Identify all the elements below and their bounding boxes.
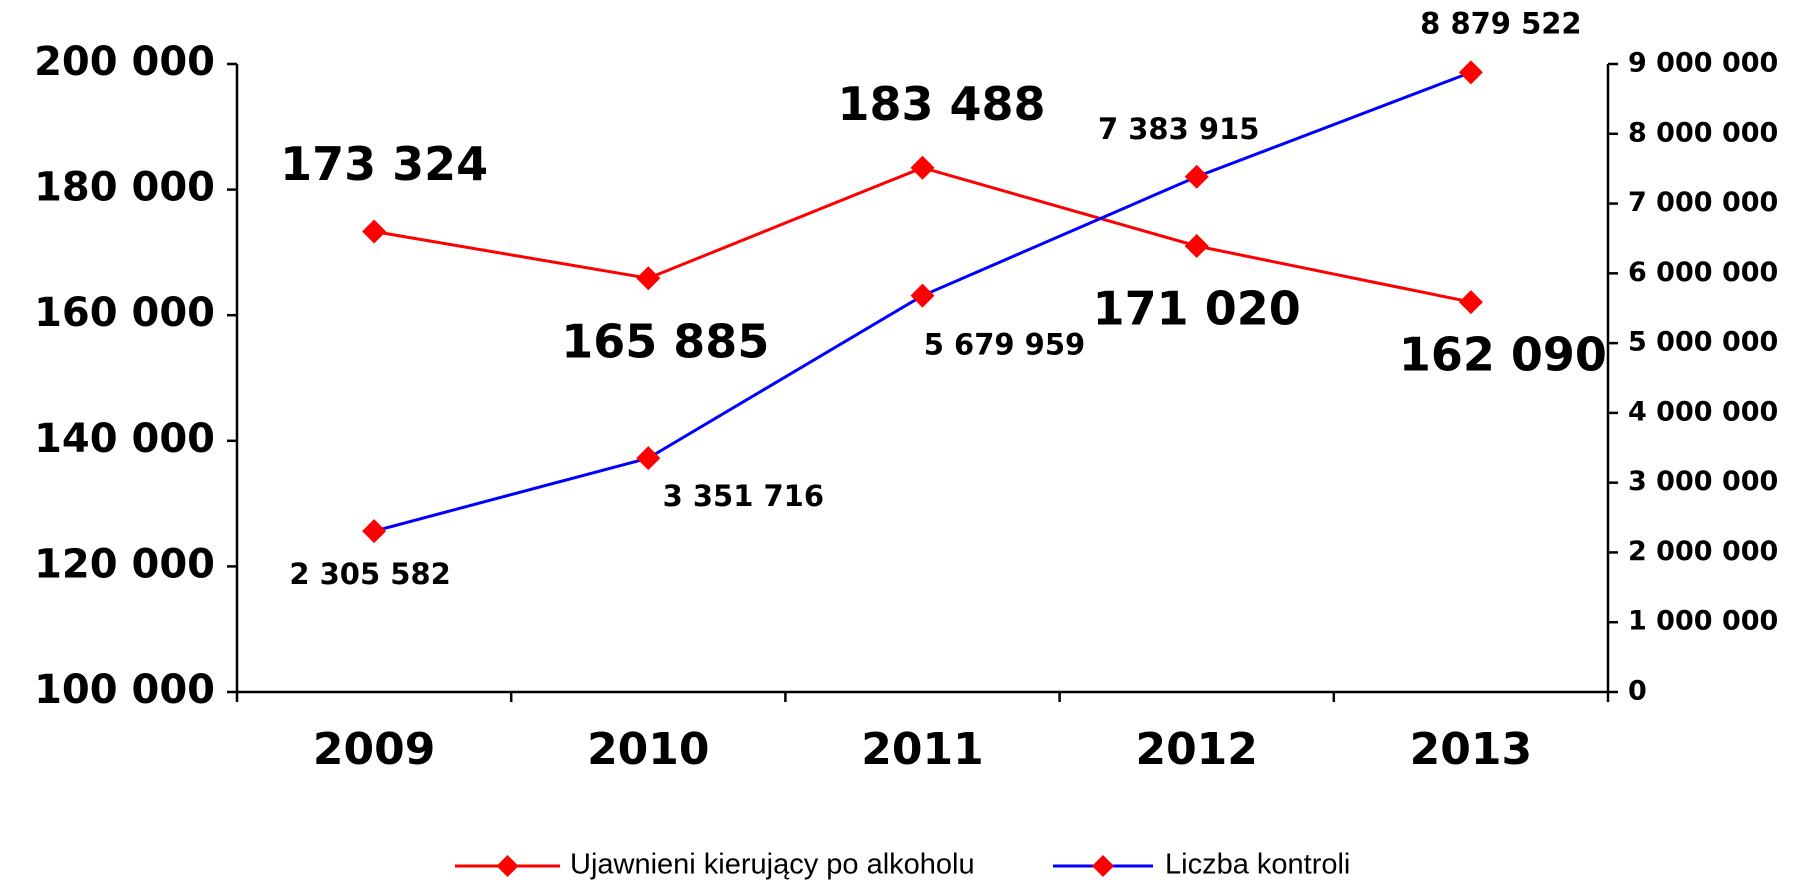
- y2-tick-label: 8 000 000: [1628, 117, 1778, 148]
- series-line: [373, 166, 1472, 304]
- y-tick-label: 200 000: [34, 39, 215, 85]
- marker: [910, 155, 935, 180]
- marker: [636, 266, 661, 291]
- marker: [1458, 290, 1483, 315]
- marker: [910, 283, 935, 308]
- data-label: 165 885: [561, 315, 769, 369]
- y-tick-label: 100 000: [34, 667, 215, 713]
- x-tick-label: 2010: [587, 724, 709, 775]
- y2-tick-label: 5 000 000: [1628, 327, 1778, 358]
- data-label: 183 488: [837, 77, 1045, 131]
- legend-marker: [496, 855, 519, 877]
- y2-tick-label: 0: [1628, 676, 1647, 707]
- y-tick-label: 120 000: [34, 541, 215, 587]
- y-tick-label: 160 000: [34, 290, 215, 336]
- marker: [636, 446, 661, 471]
- legend-marker: [1092, 855, 1114, 877]
- data-label: 3 351 716: [663, 479, 824, 513]
- marker: [1184, 164, 1209, 189]
- data-label: 2 305 582: [289, 557, 450, 591]
- marker: [1184, 233, 1209, 258]
- marker: [362, 219, 387, 244]
- data-label: 8 879 522: [1420, 6, 1581, 40]
- x-tick-label: 2012: [1135, 724, 1257, 775]
- y2-tick-label: 2 000 000: [1628, 536, 1778, 567]
- data-label: 171 020: [1093, 281, 1301, 335]
- data-label: 5 679 959: [924, 328, 1085, 362]
- y-tick-label: 180 000: [34, 165, 215, 211]
- y2-tick-label: 3 000 000: [1628, 466, 1778, 497]
- x-tick-label: 2013: [1410, 724, 1532, 775]
- y2-tick-label: 7 000 000: [1628, 187, 1778, 218]
- x-tick-label: 2009: [313, 724, 435, 775]
- y2-tick-label: 4 000 000: [1628, 396, 1778, 427]
- y-tick-label: 140 000: [34, 416, 215, 462]
- x-tick-label: 2011: [861, 724, 983, 775]
- data-label: 162 090: [1399, 328, 1607, 382]
- data-label: 7 383 915: [1098, 112, 1259, 146]
- y2-tick-label: 6 000 000: [1628, 257, 1778, 288]
- legend-label: Liczba kontroli: [1165, 849, 1350, 881]
- y2-tick-label: 1 000 000: [1628, 606, 1778, 637]
- legend-label: Ujawnieni kierujący po alkoholu: [570, 849, 975, 881]
- y2-tick-label: 9 000 000: [1628, 48, 1778, 79]
- data-label: 173 324: [280, 137, 488, 191]
- marker: [362, 519, 387, 544]
- marker: [1458, 60, 1483, 85]
